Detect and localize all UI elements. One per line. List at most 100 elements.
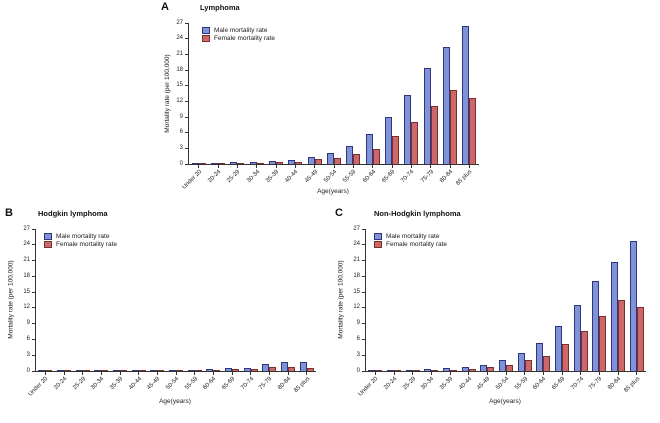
x-axis-tick (306, 372, 308, 375)
legend-item-male: Male mortality rate (202, 26, 275, 34)
male-bar (536, 342, 544, 371)
male-bar (461, 367, 469, 371)
y-tick-label: 27 (176, 19, 183, 26)
male-bar (555, 326, 562, 371)
x-axis-tick (275, 165, 277, 168)
y-tick-label: 3 (356, 351, 360, 358)
male-bar (327, 152, 334, 164)
female-bar (269, 367, 277, 371)
x-axis-tick (486, 372, 488, 375)
female-bar (392, 135, 399, 164)
male-bar (404, 95, 412, 164)
y-tick-label: 21 (176, 50, 183, 57)
x-axis-tick (198, 165, 200, 168)
x-axis-tick (231, 372, 233, 375)
y-tick-label: 24 (353, 241, 360, 248)
male-bar (517, 353, 525, 371)
chart-title-lymphoma: Lymphoma (200, 3, 240, 12)
y-axis-label: Mortality rate (per 100,000) (337, 260, 345, 339)
y-tick-label: 9 (26, 320, 30, 327)
female-bar (314, 159, 322, 164)
male-bar (365, 133, 373, 164)
y-axis-tick (362, 291, 365, 293)
legend-label-male: Male mortality rate (214, 26, 268, 34)
female-bar (213, 369, 221, 371)
y-axis-tick (32, 260, 35, 262)
male-bar (262, 364, 270, 371)
female-bar (45, 370, 53, 371)
female-bar (276, 162, 283, 164)
female-bar (562, 343, 569, 371)
female-series-swatch (44, 240, 52, 248)
y-tick-label: 15 (176, 82, 183, 89)
male-bar (592, 281, 600, 371)
x-axis-tick (412, 372, 414, 375)
y-axis-tick (32, 228, 35, 230)
x-axis-tick (372, 165, 374, 168)
y-tick-label: 24 (23, 241, 30, 248)
y-axis-tick (185, 100, 188, 102)
y-axis-label: Mortality rate (per 100,000) (7, 260, 15, 339)
y-axis-tick (32, 291, 35, 293)
y-tick-label: 21 (353, 257, 360, 264)
male-bar (211, 162, 218, 164)
y-axis-tick (32, 275, 35, 277)
x-axis-tick (580, 372, 582, 375)
legend-label-female: Female mortality rate (214, 34, 276, 42)
x-axis-tick (119, 372, 121, 375)
y-tick-label: 15 (353, 288, 360, 295)
y-axis-tick (362, 275, 365, 277)
male-bar (499, 359, 506, 371)
female-bar (82, 370, 90, 371)
female-bar (636, 306, 644, 371)
y-axis-tick (185, 22, 188, 24)
male-bar (443, 368, 450, 371)
plot-area-hodgkin: Male mortality rate Female mortality rat… (23, 226, 316, 398)
x-axis-tick (430, 165, 432, 168)
y-tick-label: 12 (353, 304, 360, 311)
y-tick-label: 12 (23, 304, 30, 311)
male-bar (281, 361, 288, 371)
male-bar (387, 369, 394, 371)
panel-non-hodgkin-lymphoma: C Non-Hodgkin lymphoma Mortality rate (p… (330, 205, 660, 412)
y-axis-tick (185, 85, 188, 87)
y-axis-tick (362, 338, 365, 340)
y-tick-label: 0 (179, 160, 183, 167)
male-bar (443, 46, 450, 164)
female-bar (372, 148, 380, 164)
male-bar (629, 241, 637, 371)
y-tick-label: 0 (26, 367, 30, 374)
plot-area-non-hodgkin: Male mortality rate Female mortality rat… (353, 226, 646, 398)
y-tick-label: 18 (353, 272, 360, 279)
x-axis-tick (256, 165, 258, 168)
x-axis-tick (212, 372, 214, 375)
male-bar (94, 370, 102, 371)
x-axis-tick (505, 372, 507, 375)
x-axis-tick (175, 372, 177, 375)
female-bar (295, 161, 303, 164)
female-bar (506, 365, 513, 371)
female-bar (450, 369, 457, 371)
male-bar (150, 370, 158, 371)
female-bar (487, 366, 495, 371)
female-series-swatch (202, 34, 210, 42)
x-axis-tick (636, 372, 638, 375)
y-axis-tick (362, 307, 365, 309)
female-bar (176, 370, 183, 371)
x-axis-tick (44, 372, 46, 375)
female-bar (469, 97, 477, 164)
male-bar (288, 159, 296, 164)
x-axis-tick (352, 165, 354, 168)
legend-item-female: Female mortality rate (202, 34, 275, 42)
female-bar (450, 89, 457, 164)
y-axis-tick (362, 354, 365, 356)
x-axis-tick (430, 372, 432, 375)
male-bar (307, 157, 315, 164)
x-axis-tick (393, 372, 395, 375)
x-axis-tick (236, 165, 238, 168)
panel-letter-a: A (161, 1, 169, 13)
female-bar (580, 330, 588, 371)
x-axis-tick (449, 372, 451, 375)
male-bar (113, 370, 120, 371)
x-axis-tick (250, 372, 252, 375)
